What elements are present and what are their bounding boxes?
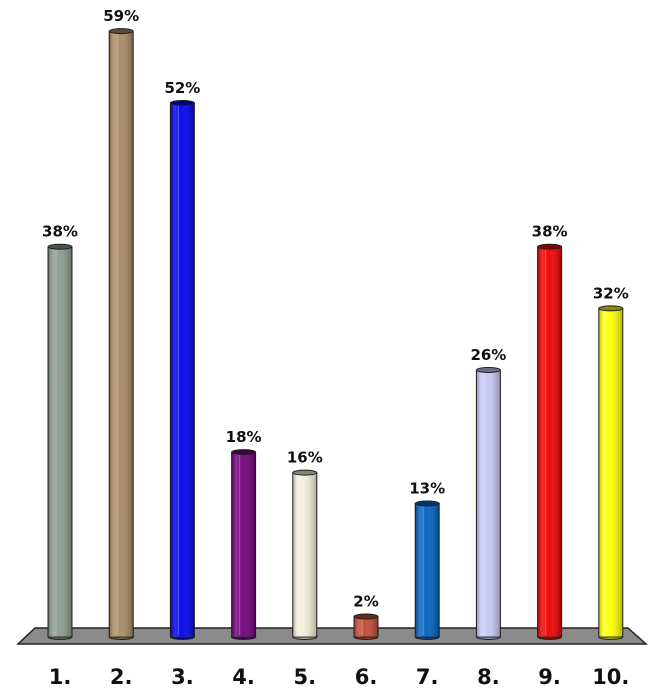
category-label-3: 3. [171,665,194,689]
bar-3 [169,99,195,640]
value-label-8: 26% [470,346,506,364]
bar-10 [598,305,624,640]
category-label-6: 6. [355,665,378,689]
value-label-6: 2% [353,592,378,610]
bar-4 [231,449,257,640]
bar-9 [537,243,563,640]
bar-1 [47,243,73,640]
category-label-5: 5. [294,665,317,689]
bar-6 [353,613,379,640]
value-label-2: 59% [103,7,139,25]
value-label-1: 38% [42,223,78,241]
value-label-10: 32% [593,284,629,302]
category-label-1: 1. [49,665,72,689]
bar-8 [475,366,501,640]
value-label-9: 38% [532,223,568,241]
category-labels-group: 1. 2. 3. 4. 5. 6. 7. 8. 9. 10. [49,665,630,689]
category-label-8: 8. [477,665,500,689]
category-label-9: 9. [538,665,561,689]
bar-5 [292,469,318,640]
bar-2 [108,28,134,640]
category-label-7: 7. [416,665,439,689]
category-label-10: 10. [592,665,629,689]
category-label-2: 2. [110,665,133,689]
bar-7 [414,500,440,640]
value-label-3: 52% [164,79,200,97]
value-label-7: 13% [409,479,445,497]
value-label-5: 16% [287,449,323,467]
bars-group [47,28,624,640]
category-label-4: 4. [232,665,255,689]
value-labels-group: 38% 59% 52% 18% 16% 2% 13% 26% 38% 32% [42,7,629,610]
value-label-4: 18% [226,428,262,446]
